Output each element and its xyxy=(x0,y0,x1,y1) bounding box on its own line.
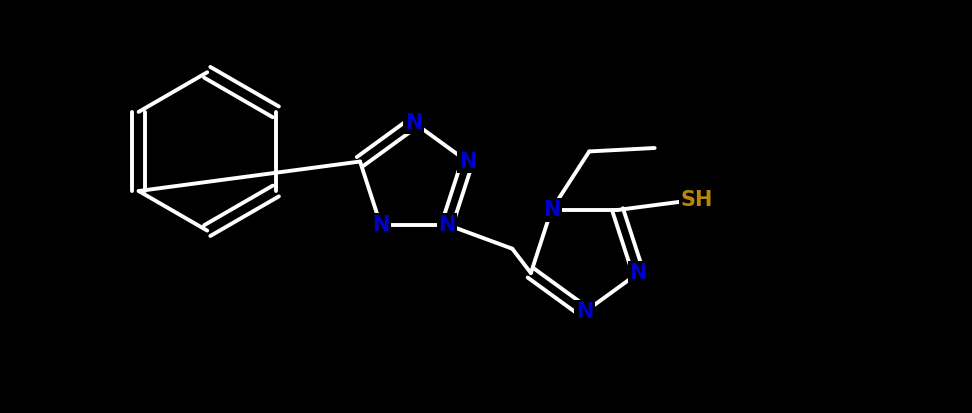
Text: N: N xyxy=(372,215,389,235)
Text: N: N xyxy=(405,112,423,133)
Text: N: N xyxy=(630,263,647,283)
Text: N: N xyxy=(542,200,560,220)
Text: N: N xyxy=(459,152,476,171)
Text: N: N xyxy=(438,215,456,235)
Text: SH: SH xyxy=(680,190,713,210)
Text: N: N xyxy=(575,302,593,322)
